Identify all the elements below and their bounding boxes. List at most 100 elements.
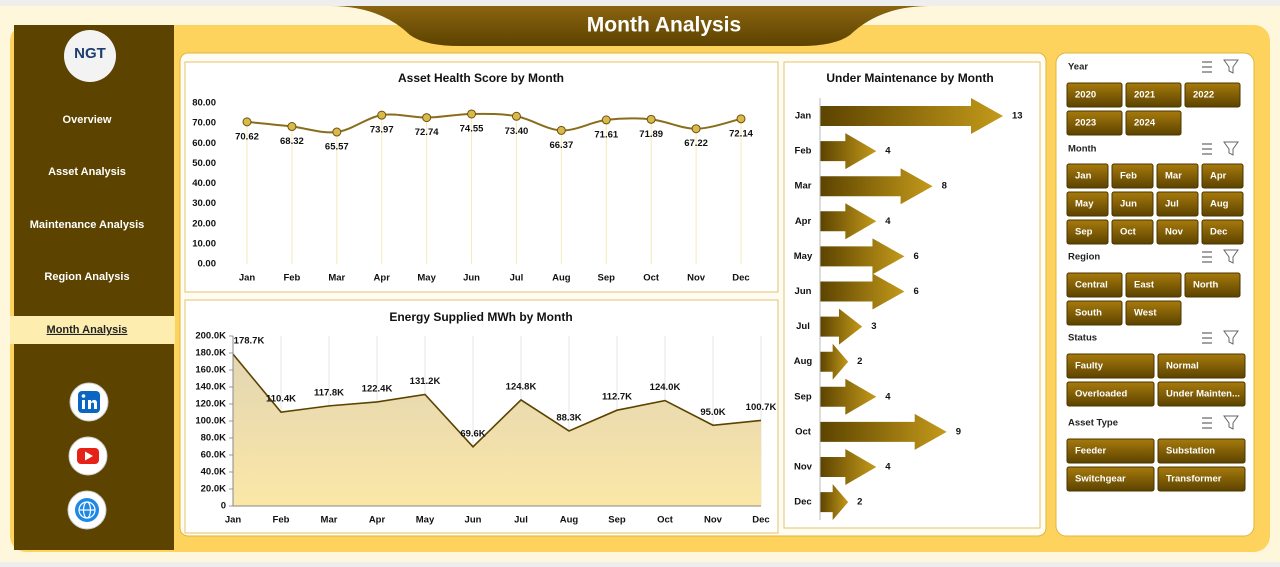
button-bg [1157, 353, 1246, 379]
youtube-icon[interactable] [68, 436, 108, 476]
slicer-button[interactable]: May [1066, 191, 1109, 217]
x-tick-label: Sep [608, 515, 626, 526]
nav-item[interactable]: Overview [63, 114, 112, 126]
slicer-button[interactable]: South [1066, 300, 1123, 326]
data-label: 3 [871, 321, 876, 332]
select-all-icon[interactable] [1202, 143, 1212, 155]
slicer-button[interactable]: Overloaded [1066, 381, 1155, 407]
button-label: Aug [1210, 199, 1229, 210]
slicer-button[interactable]: 2022 [1184, 82, 1241, 108]
select-all-icon[interactable] [1202, 332, 1212, 344]
data-label: 110.4K [266, 394, 296, 405]
line [232, 353, 762, 448]
slicer-button[interactable]: 2023 [1066, 110, 1123, 136]
web-icon[interactable] [67, 490, 107, 530]
x-tick-label: Nov [704, 515, 723, 526]
button-label: Jun [1120, 199, 1137, 210]
data-label: 74.55 [460, 123, 484, 134]
data-label: 2 [857, 497, 862, 508]
arrow-bar [820, 98, 1003, 134]
slicer-button[interactable]: 2021 [1125, 82, 1182, 108]
marker [422, 113, 432, 123]
slicer-title: Region [1068, 252, 1100, 263]
linkedin-icon[interactable] [69, 382, 109, 422]
button-label: West [1134, 308, 1157, 319]
button-bg [1125, 110, 1182, 136]
button-bg [1201, 219, 1244, 245]
slicer-button[interactable]: Switchgear [1066, 466, 1155, 492]
slicer-button[interactable]: Jun [1111, 191, 1154, 217]
data-label: 112.7K [602, 392, 632, 403]
x-tick-label: Dec [732, 273, 749, 284]
slicer-button[interactable]: East [1125, 272, 1182, 298]
clear-filter-icon[interactable] [1223, 59, 1239, 74]
data-label: 100.7K [746, 402, 777, 413]
y-tick-label: May [794, 251, 813, 262]
slicer-button[interactable]: Mar [1156, 163, 1199, 189]
slicer-button[interactable]: Transformer [1157, 466, 1246, 492]
y-tick-label: 120.0K [195, 399, 226, 410]
slicer-button[interactable]: Faulty [1066, 353, 1155, 379]
slicer-button[interactable]: Jul [1156, 191, 1199, 217]
slicer-button[interactable]: Sep [1066, 219, 1109, 245]
select-all-icon[interactable] [1202, 417, 1212, 429]
slicer-button[interactable]: North [1184, 272, 1241, 298]
nav-item[interactable]: Maintenance Analysis [30, 219, 145, 231]
nav-active-bg [10, 316, 175, 344]
nav-item[interactable]: Region Analysis [44, 271, 129, 283]
slicer-button[interactable]: Normal [1157, 353, 1246, 379]
marker [556, 125, 566, 135]
button-bg [1157, 466, 1246, 492]
nav-item-active[interactable]: Month Analysis [47, 324, 128, 336]
top-strip [0, 0, 1280, 6]
clear-filter-icon[interactable] [1223, 415, 1239, 430]
button-bg [1066, 466, 1155, 492]
slicer-button[interactable]: Aug [1201, 191, 1244, 217]
clear-filter-icon[interactable] [1223, 330, 1239, 345]
slicer-button[interactable]: Oct [1111, 219, 1154, 245]
x-tick-label: Jul [510, 273, 524, 284]
nav-item[interactable]: Asset Analysis [48, 166, 126, 178]
select-all-icon[interactable] [1202, 61, 1212, 73]
button-label: Feeder [1075, 446, 1106, 457]
x-tick-label: Jul [514, 515, 528, 526]
header-tab [330, 6, 930, 46]
slicer-button[interactable]: Nov [1156, 219, 1199, 245]
button-bg [1066, 300, 1123, 326]
data-label: 88.3K [556, 412, 581, 423]
button-label: Switchgear [1075, 474, 1126, 485]
button-bg [1156, 191, 1199, 217]
slicer-button[interactable]: Feeder [1066, 438, 1155, 464]
y-tick-label: 160.0K [195, 365, 226, 376]
clear-filter-icon[interactable] [1223, 249, 1239, 264]
data-label: 124.0K [650, 382, 681, 393]
slicer-button[interactable]: Dec [1201, 219, 1244, 245]
data-label: 8 [942, 181, 947, 192]
slicer-button[interactable]: West [1125, 300, 1182, 326]
area [233, 354, 761, 506]
slicer-button[interactable]: Jan [1066, 163, 1109, 189]
slicer-button[interactable]: Substation [1157, 438, 1246, 464]
marker [467, 109, 477, 119]
slicer-button[interactable]: Central [1066, 272, 1123, 298]
data-label: 4 [885, 216, 891, 227]
x-tick-label: Jan [225, 515, 242, 526]
slicer-button[interactable]: 2020 [1066, 82, 1123, 108]
arrow-bar [820, 378, 877, 415]
slicer-button[interactable]: Apr [1201, 163, 1244, 189]
select-all-icon[interactable] [1202, 251, 1212, 263]
logo [64, 30, 116, 82]
slicer-button[interactable]: 2024 [1125, 110, 1182, 136]
button-label: Jul [1165, 199, 1179, 210]
slicer-button[interactable]: Feb [1111, 163, 1154, 189]
clear-filter-icon[interactable] [1223, 141, 1239, 156]
data-label: 9 [956, 426, 961, 437]
button-bg [1066, 381, 1155, 407]
data-label: 117.8K [314, 387, 344, 398]
arrow-bar [820, 203, 877, 240]
slicer-button[interactable]: Under Mainten... [1157, 381, 1246, 407]
marker [242, 117, 252, 127]
y-tick-label: 0 [221, 501, 226, 512]
y-tick-label: Nov [794, 462, 813, 473]
